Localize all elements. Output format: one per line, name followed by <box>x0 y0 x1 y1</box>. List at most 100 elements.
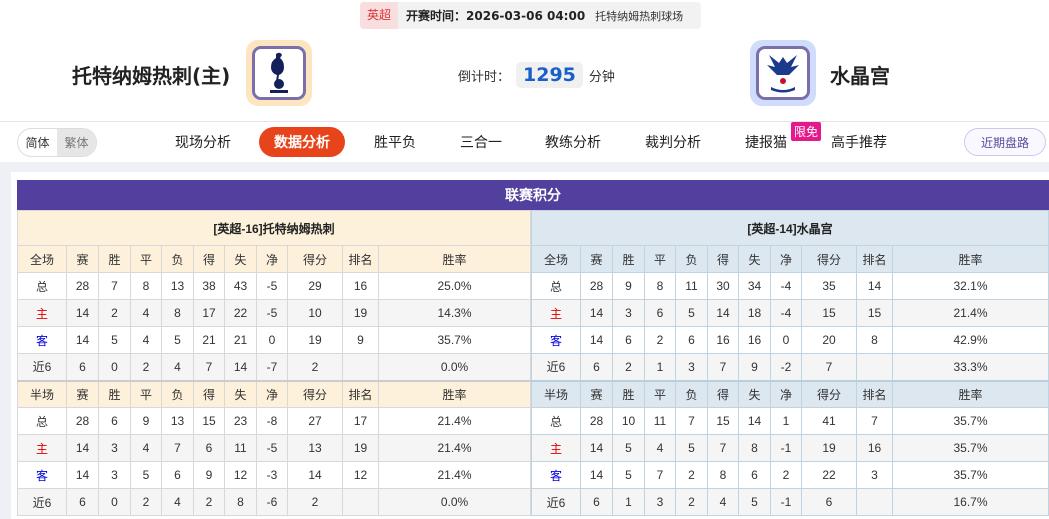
table-cell: 1 <box>644 353 676 381</box>
tab-data-analysis[interactable]: 数据分析 <box>259 127 345 157</box>
table-cell: 16 <box>707 326 739 354</box>
table-cell: -7 <box>256 353 288 381</box>
column-header: 负 <box>675 379 708 408</box>
table-cell: 3 <box>644 488 676 516</box>
table-cell: -4 <box>770 299 802 327</box>
table-cell: 14 <box>580 299 613 327</box>
table-cell: 客 <box>17 461 67 489</box>
recent-odds-button[interactable]: 近期盘路 <box>964 128 1046 156</box>
table-cell: 8 <box>130 272 162 300</box>
away-team-name[interactable]: 水晶宫 <box>830 64 890 88</box>
table-cell: 21 <box>193 326 225 354</box>
table-cell: -4 <box>770 272 802 300</box>
table-cell: 2 <box>287 488 343 516</box>
table-cell: -6 <box>256 488 288 516</box>
table-cell: 8 <box>707 461 739 489</box>
kickoff-time: 2026-03-06 04:00 <box>466 8 586 23</box>
table-cell: 43 <box>224 272 257 300</box>
table-cell: 4 <box>161 353 194 381</box>
table-cell: 19 <box>801 434 857 462</box>
table-cell: 28 <box>66 272 99 300</box>
column-header: 失 <box>224 245 257 273</box>
table-cell: -8 <box>256 407 288 435</box>
home-team-name[interactable]: 托特纳姆热刺(主) <box>72 64 231 88</box>
table-cell: 35.7% <box>378 326 531 354</box>
table-cell: 14 <box>287 461 343 489</box>
column-header: 负 <box>161 245 194 273</box>
table-cell: 30 <box>707 272 739 300</box>
table-cell: 3 <box>856 461 893 489</box>
tab-three-in-one[interactable]: 三合一 <box>460 135 502 151</box>
home-team-logo[interactable] <box>246 40 312 106</box>
away-team-logo[interactable] <box>750 40 816 106</box>
table-cell: 14 <box>66 299 99 327</box>
table-cell: 7 <box>161 434 194 462</box>
table-cell: -5 <box>256 272 288 300</box>
tab-jiebaomao[interactable]: 捷报猫 <box>745 135 787 151</box>
table-cell: -3 <box>256 461 288 489</box>
table-cell: 14 <box>707 299 739 327</box>
column-header: 得 <box>193 379 225 408</box>
column-header: 胜 <box>98 379 131 408</box>
table-cell: 5 <box>675 299 708 327</box>
table-cell: 2 <box>287 353 343 381</box>
table-cell: 21.4% <box>378 407 531 435</box>
table-cell: 21 <box>224 326 257 354</box>
table-cell: 0 <box>98 353 131 381</box>
table-cell: 7 <box>675 407 708 435</box>
column-header: 净 <box>770 245 802 273</box>
countdown-label: 倒计时： <box>458 69 511 85</box>
table-row: 客 14 5 7 2 8 6 2 22 3 35.7% <box>531 461 1049 489</box>
column-header: 得分 <box>287 245 343 273</box>
table-cell: 35.7% <box>892 461 1049 489</box>
column-header: 负 <box>675 245 708 273</box>
traditional-button[interactable]: 繁体 <box>57 129 96 156</box>
column-header-row: 半场赛胜平负得失净得分 排名 胜率 <box>531 379 1049 408</box>
table-cell: 3 <box>612 299 645 327</box>
table-cell: 4 <box>130 434 162 462</box>
column-header: 赛 <box>66 245 99 273</box>
team-standings-header: [英超-14]水晶宫 <box>531 210 1049 246</box>
tab-referee-analysis[interactable]: 裁判分析 <box>645 135 701 151</box>
table-cell: -5 <box>256 434 288 462</box>
table-cell: 近6 <box>17 353 67 381</box>
table-cell: 6 <box>612 326 645 354</box>
column-header: 负 <box>161 379 194 408</box>
simplified-button[interactable]: 简体 <box>25 136 50 150</box>
column-header: 平 <box>130 245 162 273</box>
language-toggle: 简体 繁体 <box>17 128 97 157</box>
table-cell: 1 <box>612 488 645 516</box>
table-row: 主 14 5 4 5 7 8 -1 19 16 35.7% <box>531 434 1049 462</box>
table-row: 近6 6 0 2 4 2 8 -6 2 0.0% <box>17 488 531 516</box>
table-cell: 客 <box>531 326 581 354</box>
table-cell: 主 <box>17 434 67 462</box>
table-cell: 8 <box>738 434 771 462</box>
table-cell: 15 <box>193 407 225 435</box>
table-cell: 客 <box>17 326 67 354</box>
tab-win-draw-loss[interactable]: 胜平负 <box>374 135 416 151</box>
away-standings-table: [英超-14]水晶宫 全场赛胜平负得失净得分 排名 胜率总 28 9 8 11 30 34 -4 35… <box>531 210 1049 516</box>
table-cell: 5 <box>675 434 708 462</box>
tab-live-analysis[interactable]: 现场分析 <box>175 135 231 151</box>
table-row: 总 28 10 11 7 15 14 1 41 7 35.7% <box>531 407 1049 435</box>
table-cell: 2 <box>612 353 645 381</box>
table-cell: 主 <box>531 434 581 462</box>
tab-coach-analysis[interactable]: 教练分析 <box>545 135 601 151</box>
venue: 托特纳姆热刺球场 <box>595 9 684 23</box>
table-cell: 7 <box>801 353 857 381</box>
table-cell: 4 <box>707 488 739 516</box>
table-cell: 2 <box>98 299 131 327</box>
table-cell: 21.4% <box>378 461 531 489</box>
table-cell: 0 <box>98 488 131 516</box>
tab-expert-picks[interactable]: 高手推荐 <box>831 135 887 151</box>
column-header: 胜 <box>612 379 645 408</box>
table-row: 客 14 6 2 6 16 16 0 20 8 42.9% <box>531 326 1049 354</box>
standings-title: 联赛积分 <box>17 180 1049 210</box>
table-cell: 2 <box>130 488 162 516</box>
league-badge[interactable]: 英超 <box>360 2 399 29</box>
column-header: 净 <box>256 379 288 408</box>
column-header: 半场 <box>17 379 67 408</box>
table-cell: -1 <box>770 434 802 462</box>
column-header: 失 <box>738 379 771 408</box>
column-header: 全场 <box>17 245 67 273</box>
